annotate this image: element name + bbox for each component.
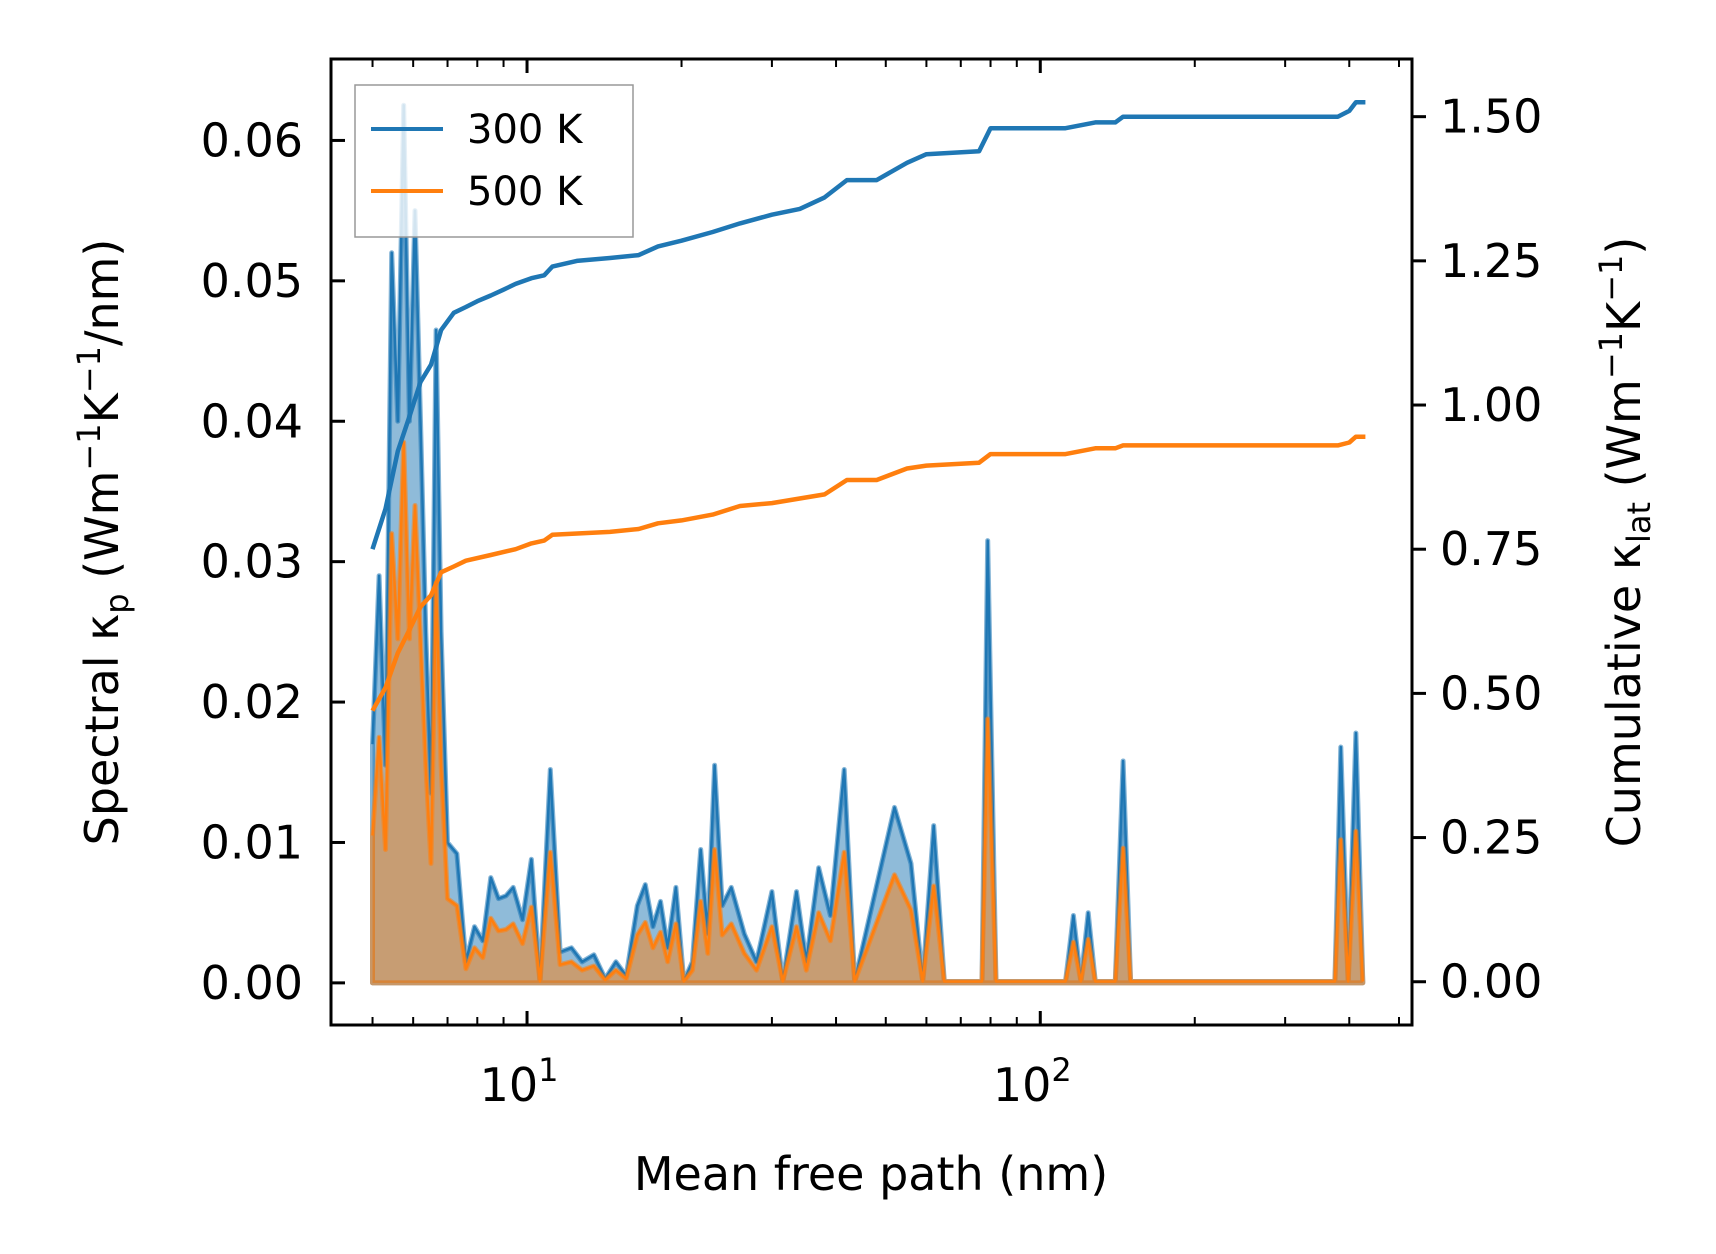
x-tick-label-exp: 1	[538, 1051, 558, 1089]
y-left-tick-label: 0.05	[201, 254, 303, 308]
y-right-title-part-c: (Wm	[1597, 379, 1651, 502]
y-left-tick-label: 0.04	[201, 394, 303, 448]
y-right-tick-label: 0.50	[1440, 666, 1542, 720]
y-right-title-part-g: )	[1597, 237, 1651, 255]
y-right-title-part-e: K	[1597, 300, 1651, 332]
cumulative-line-500-k	[370, 434, 1366, 712]
ticks-layer: 101 1020.000.010.020.030.040.050.060.000.…	[201, 59, 1542, 1112]
spectral-line-500-k	[371, 441, 1365, 983]
y-right-tick-label: 0.75	[1440, 522, 1542, 576]
y-left-tick-label: 0.01	[201, 815, 303, 869]
legend-label-500k: 500 K	[467, 169, 584, 215]
y-right-title-sup-1: −1	[1592, 332, 1630, 379]
y-left-title-sub: p	[98, 593, 136, 613]
y-right-title-sub: lat	[1620, 502, 1658, 543]
y-left-title-part-c: (Wm	[75, 471, 129, 594]
legend-box	[354, 84, 634, 238]
y-axis-right-title: Cumulative κlat (Wm−1K−1)	[1592, 237, 1658, 848]
y-right-title-part-a: Cumulative κ	[1597, 543, 1651, 847]
y-left-tick-label: 0.02	[201, 675, 303, 729]
y-right-tick-label: 1.25	[1440, 234, 1542, 288]
y-left-title-part-e: K	[75, 391, 129, 423]
y-axis-left-title: Spectral κp (Wm−1K−1/nm)	[70, 239, 136, 846]
y-right-tick-label: 0.00	[1440, 955, 1542, 1009]
legend: 300 K 500 K	[354, 84, 634, 238]
y-left-title-sup-2: −1	[70, 346, 108, 393]
y-right-tick-label: 1.00	[1440, 378, 1542, 432]
plot-frame	[329, 57, 1414, 1027]
x-tick-label: 101	[480, 1051, 559, 1112]
y-left-tick-label: 0.00	[201, 956, 303, 1010]
y-left-tick-label: 0.06	[201, 113, 303, 167]
x-tick-label-base: 10	[993, 1058, 1052, 1112]
x-tick-label-base: 10	[480, 1058, 539, 1112]
cumulative-line-300-k	[370, 100, 1366, 550]
y-right-tick-label: 1.50	[1440, 90, 1542, 144]
y-left-title-sup-1: −1	[70, 423, 108, 470]
y-left-title-part-g: /nm)	[75, 239, 129, 346]
x-axis-title: Mean free path (nm)	[634, 1147, 1108, 1201]
y-left-tick-label: 0.03	[201, 535, 303, 589]
cumulative-layer	[370, 100, 1366, 712]
y-right-tick-label: 0.25	[1440, 811, 1542, 865]
x-tick-label-exp: 2	[1051, 1051, 1071, 1089]
legend-label-300k: 300 K	[467, 107, 584, 153]
x-tick-label: 102	[993, 1051, 1072, 1112]
spectral-layer	[370, 102, 1366, 986]
y-right-title-sup-2: −1	[1592, 255, 1630, 302]
y-left-title-part-a: Spectral κ	[75, 614, 129, 846]
